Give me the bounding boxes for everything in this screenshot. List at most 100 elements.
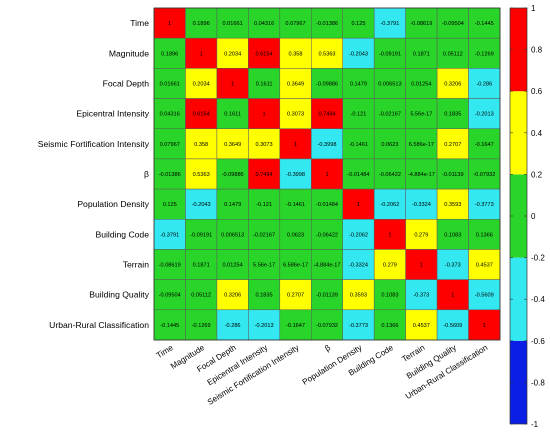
- cell-value-label: 0.3593: [350, 293, 367, 299]
- heatmap-cell: [373, 188, 406, 220]
- cell-value-label: 0.1835: [444, 112, 461, 118]
- cell-value-label: -0.5609: [475, 293, 494, 299]
- cell-value-label: 0.7494: [318, 112, 335, 118]
- heatmap-cell: [248, 219, 281, 250]
- cell-value-label: 0.3073: [287, 112, 304, 118]
- heatmap-cell: [216, 68, 249, 99]
- heatmap-cell: [468, 279, 501, 311]
- row-label: Building Code: [95, 229, 149, 239]
- heatmap-cell: [216, 188, 249, 220]
- row-label: Terrain: [123, 260, 149, 270]
- heatmap-cell: [279, 219, 312, 250]
- cell-value-label: 0.7494: [256, 172, 273, 178]
- heatmap-cell: [373, 7, 406, 39]
- heatmap-cell: [153, 7, 186, 39]
- cell-value-label: 1: [483, 323, 486, 329]
- heatmap-cell: [153, 188, 186, 220]
- cell-value-label: -0.3791: [380, 21, 399, 27]
- heatmap-cell: [342, 98, 375, 129]
- cell-value-label: 0.5363: [318, 51, 335, 57]
- row-labels: Time Magnitude Focal Depth Epicentral Inten…: [38, 18, 150, 330]
- heatmap-cell: [405, 279, 438, 311]
- cell-value-label: 0.006513: [221, 232, 244, 238]
- heatmap-cell: [342, 37, 375, 69]
- heatmap-cell: [248, 98, 281, 129]
- cell-value-label: 0.6154: [193, 112, 210, 118]
- cell-value-label: 0.1083: [381, 293, 398, 299]
- cell-value-label: 0.1896: [161, 51, 178, 57]
- heatmap-cell: [468, 219, 501, 250]
- row-label: Magnitude: [109, 48, 149, 58]
- colorbar-band: [510, 257, 527, 341]
- heatmap-cell: [405, 158, 438, 190]
- cell-value-label: 0.1479: [350, 81, 367, 87]
- row-label: Population Density: [77, 199, 149, 209]
- heatmap-cell: [185, 7, 218, 39]
- heatmap-cell: [468, 158, 501, 190]
- heatmap-cell: [216, 309, 249, 341]
- heatmap-cell: [436, 309, 469, 341]
- colorbar: 1 0.8 0.6 0.4 0.2 0 -0.2 -0.4 -0.6 -0.8 -1: [509, 4, 545, 429]
- heatmap-cell: [405, 68, 438, 99]
- cell-value-label: -0.09191: [190, 232, 212, 238]
- heatmap-cell: [279, 68, 312, 99]
- heatmap-cell: [436, 37, 469, 69]
- cell-value-label: -0.3998: [318, 142, 337, 148]
- heatmap-cells: 1 0.1896 0.01661 0.04316 0.07967 -0.01386 0.12…: [153, 7, 501, 341]
- heatmap-cell: [405, 37, 438, 69]
- cell-value-label: -0.2043: [349, 51, 368, 57]
- heatmap-cell: [436, 7, 469, 39]
- cell-value-label: -0.1461: [286, 202, 305, 208]
- row-label: Urban-Rural Classification: [49, 320, 149, 330]
- cell-value-label: -0.3773: [349, 323, 368, 329]
- heatmap-cell: [342, 188, 375, 220]
- cell-value-label: -0.09504: [442, 21, 464, 27]
- cell-value-label: 0.05112: [443, 51, 463, 57]
- cell-value-label: -0.121: [351, 112, 367, 118]
- cell-value-label: 5.56e-17: [253, 263, 275, 269]
- cell-value-label: 6.586e-17: [283, 263, 308, 269]
- heatmap-cell: [405, 188, 438, 220]
- cell-value-label: 0.6154: [256, 51, 273, 57]
- cell-value-label: 1: [168, 21, 171, 27]
- colorbar-tick-label: 0.6: [531, 87, 543, 96]
- cell-value-label: -0.3324: [412, 202, 431, 208]
- cell-value-label: -0.08619: [410, 21, 432, 27]
- cell-value-label: 0.125: [351, 21, 365, 27]
- cell-value-label: 0.01254: [411, 81, 431, 87]
- cell-value-label: -4.884e-17: [313, 263, 340, 269]
- colorbar-tick-label: 0.4: [531, 129, 543, 138]
- column-label: Terrain: [400, 343, 426, 364]
- heatmap-cell: [279, 309, 312, 341]
- cell-value-label: -0.1461: [349, 142, 368, 148]
- cell-value-label: -0.1269: [475, 51, 494, 57]
- heatmap-cell: [436, 188, 469, 220]
- cell-value-label: 1: [263, 112, 266, 118]
- cell-value-label: 0.358: [289, 51, 303, 57]
- cell-value-label: 0.04316: [254, 21, 274, 27]
- cell-value-label: 1: [388, 232, 391, 238]
- row-label: Seismic Fortification Intensity: [38, 139, 150, 149]
- colorbar-band: [510, 8, 527, 92]
- heatmap-cell: [311, 279, 343, 311]
- cell-value-label: -0.3324: [349, 263, 368, 269]
- cell-value-label: 0.279: [383, 263, 397, 269]
- cell-value-label: 0.1871: [193, 263, 210, 269]
- heatmap-cell: [279, 128, 312, 160]
- heatmap-cell: [468, 128, 501, 160]
- cell-value-label: 0.3073: [256, 142, 273, 148]
- cell-value-label: -4.884e-17: [408, 172, 435, 178]
- cell-value-label: 0.0623: [381, 142, 398, 148]
- cell-value-label: 1: [420, 263, 423, 269]
- cell-value-label: -0.01139: [442, 172, 464, 178]
- heatmap-cell: [153, 128, 186, 160]
- cell-value-label: -0.286: [476, 81, 492, 87]
- cell-value-label: 0.01661: [160, 81, 180, 87]
- heatmap-cell: [311, 128, 343, 160]
- row-label: Time: [130, 18, 149, 28]
- cell-value-label: -0.1445: [475, 21, 494, 27]
- cell-value-label: 6.586e-17: [409, 142, 434, 148]
- heatmap-cell: [248, 128, 281, 160]
- cell-value-label: 0.2707: [444, 142, 461, 148]
- heatmap-cell: [153, 219, 186, 250]
